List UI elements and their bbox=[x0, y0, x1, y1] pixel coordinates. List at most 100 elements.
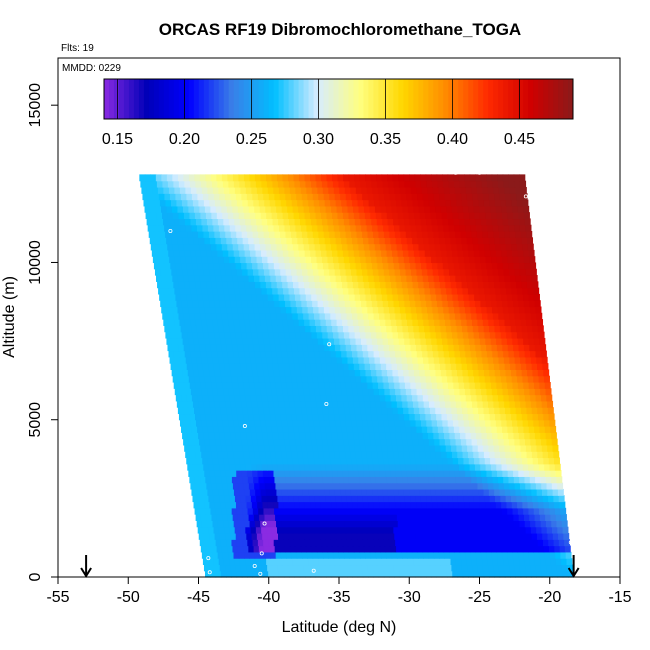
x-tick-label: -20 bbox=[538, 589, 561, 606]
field-cell bbox=[232, 312, 239, 320]
field-cell bbox=[453, 419, 459, 427]
field-cell bbox=[247, 407, 254, 415]
field-cell bbox=[443, 388, 450, 396]
field-cell bbox=[399, 344, 406, 352]
field-cell bbox=[398, 564, 405, 572]
field-cell bbox=[225, 369, 232, 377]
field-cell bbox=[197, 231, 205, 238]
field-cell bbox=[200, 312, 207, 320]
field-cell bbox=[333, 551, 340, 559]
field-cell bbox=[317, 407, 324, 415]
field-cell bbox=[422, 275, 429, 282]
field-cell bbox=[331, 205, 338, 213]
field-cell bbox=[361, 488, 368, 496]
field-cell bbox=[379, 312, 386, 320]
field-cell bbox=[190, 482, 197, 490]
field-cell bbox=[430, 249, 437, 257]
field-cell bbox=[325, 426, 332, 433]
field-cell bbox=[327, 438, 334, 446]
field-cell bbox=[491, 218, 498, 226]
field-cell bbox=[247, 231, 254, 238]
field-cell bbox=[544, 463, 551, 471]
field-cell bbox=[324, 457, 331, 465]
field-cell bbox=[253, 199, 260, 207]
field-cell bbox=[353, 212, 360, 220]
field-cell bbox=[357, 426, 364, 433]
field-cell bbox=[175, 193, 182, 201]
field-cell bbox=[274, 444, 281, 452]
field-cell bbox=[486, 306, 493, 314]
field-cell bbox=[495, 501, 502, 509]
field-cell bbox=[257, 369, 264, 377]
field-cell bbox=[188, 337, 195, 345]
field-cell bbox=[450, 319, 457, 326]
colorbar-segment bbox=[118, 79, 125, 119]
field-cell bbox=[223, 558, 230, 566]
field-cell bbox=[499, 444, 506, 452]
field-cell bbox=[273, 501, 279, 509]
field-cell bbox=[333, 407, 340, 415]
field-cell bbox=[404, 457, 411, 465]
field-cell bbox=[438, 507, 445, 515]
field-cell bbox=[456, 526, 463, 534]
field-cell bbox=[468, 532, 475, 540]
field-cell bbox=[437, 224, 444, 232]
field-cell bbox=[377, 526, 384, 534]
field-cell bbox=[301, 375, 308, 383]
field-cell bbox=[471, 438, 478, 446]
field-cell bbox=[286, 451, 293, 459]
field-cell bbox=[376, 180, 384, 188]
field-cell bbox=[202, 363, 209, 370]
field-cell bbox=[376, 558, 383, 566]
field-cell bbox=[474, 539, 481, 547]
field-cell bbox=[189, 212, 196, 220]
field-cell bbox=[152, 256, 159, 264]
field-cell bbox=[496, 507, 503, 515]
field-cell bbox=[522, 287, 529, 295]
field-cell bbox=[410, 262, 417, 270]
field-cell bbox=[291, 199, 298, 207]
field-cell bbox=[464, 426, 471, 433]
field-cell bbox=[334, 413, 341, 421]
field-cell bbox=[218, 457, 225, 465]
field-cell bbox=[376, 256, 383, 264]
field-cell bbox=[379, 394, 386, 402]
field-cell bbox=[452, 413, 459, 421]
field-cell bbox=[216, 482, 223, 490]
field-cell bbox=[476, 231, 484, 238]
field-cell bbox=[257, 331, 264, 339]
field-cell bbox=[245, 394, 252, 402]
field-cell bbox=[274, 545, 281, 553]
field-cell bbox=[162, 249, 169, 257]
field-cell bbox=[493, 319, 500, 326]
field-cell bbox=[270, 381, 277, 389]
field-cell bbox=[189, 344, 196, 352]
field-cell bbox=[354, 293, 361, 301]
field-cell bbox=[301, 514, 308, 521]
field-cell bbox=[331, 432, 338, 440]
field-cell bbox=[411, 432, 418, 440]
field-cell bbox=[262, 532, 269, 540]
field-cell bbox=[249, 520, 256, 528]
field-cell bbox=[346, 237, 353, 245]
field-cell bbox=[501, 419, 508, 427]
field-cell bbox=[247, 476, 254, 484]
field-cell bbox=[382, 218, 389, 226]
field-cell bbox=[248, 306, 255, 314]
field-cell bbox=[475, 388, 482, 396]
field-cell bbox=[247, 539, 254, 547]
field-cell bbox=[447, 218, 455, 226]
field-cell bbox=[400, 231, 407, 238]
field-cell bbox=[404, 218, 411, 226]
field-cell bbox=[545, 476, 552, 484]
field-cell bbox=[273, 470, 280, 477]
field-cell bbox=[477, 281, 485, 289]
sample-point bbox=[168, 228, 173, 233]
field-cell bbox=[519, 306, 526, 314]
field-cell bbox=[411, 470, 418, 477]
colorbar-segment bbox=[163, 79, 170, 119]
field-cell bbox=[514, 394, 521, 402]
field-cell bbox=[212, 551, 219, 559]
field-cell bbox=[290, 262, 297, 270]
field-cell bbox=[389, 350, 396, 358]
